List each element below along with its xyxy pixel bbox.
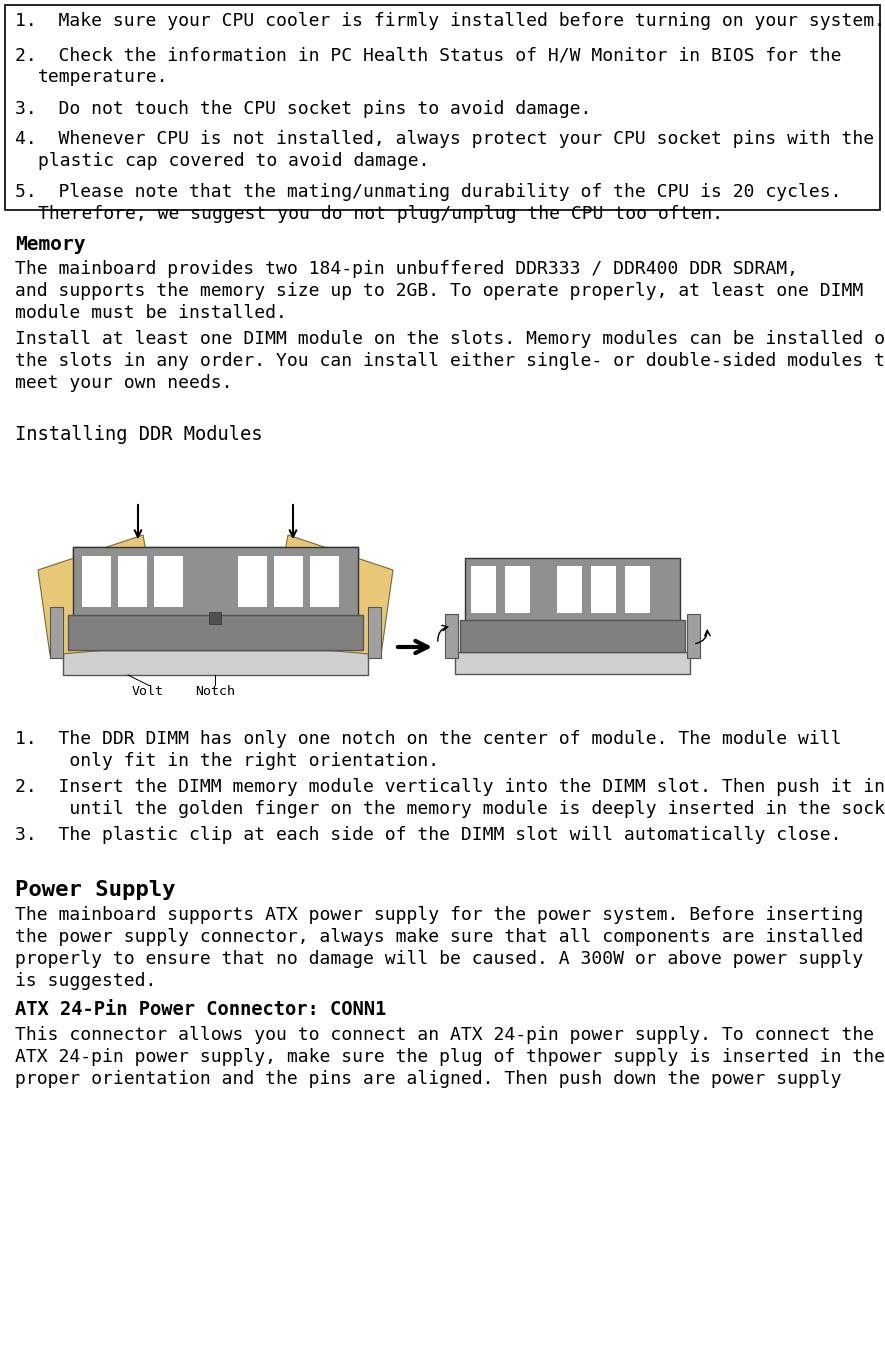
Text: and supports the memory size up to 2GB. To operate properly, at least one DIMM: and supports the memory size up to 2GB. … (15, 282, 863, 301)
Polygon shape (38, 534, 163, 656)
Text: 3.  Do not touch the CPU socket pins to avoid damage.: 3. Do not touch the CPU socket pins to a… (15, 101, 591, 118)
Bar (624, 564, 650, 613)
Text: Volt: Volt (132, 685, 164, 698)
Bar (237, 555, 267, 607)
Bar (68, 615, 363, 650)
Bar (50, 607, 63, 658)
Text: Notch: Notch (195, 685, 235, 698)
Text: module must be installed.: module must be installed. (15, 305, 287, 322)
Bar (117, 555, 147, 607)
Text: Power Supply: Power Supply (15, 880, 175, 900)
Bar (556, 564, 582, 613)
Text: only fit in the right orientation.: only fit in the right orientation. (15, 752, 439, 770)
Text: 2.  Check the information in PC Health Status of H/W Monitor in BIOS for the: 2. Check the information in PC Health St… (15, 46, 842, 64)
Text: properly to ensure that no damage will be caused. A 300W or above power supply: properly to ensure that no damage will b… (15, 951, 863, 968)
Bar (445, 613, 458, 658)
Bar (209, 612, 221, 624)
Bar (68, 615, 363, 650)
Text: 1.  The DDR DIMM has only one notch on the center of module. The module will: 1. The DDR DIMM has only one notch on th… (15, 730, 842, 748)
Bar (465, 558, 680, 626)
Text: 5.  Please note that the mating/unmating durability of the CPU is 20 cycles.: 5. Please note that the mating/unmating … (15, 184, 842, 201)
Text: 3.  The plastic clip at each side of the DIMM slot will automatically close.: 3. The plastic clip at each side of the … (15, 826, 842, 845)
Text: This connector allows you to connect an ATX 24-pin power supply. To connect the: This connector allows you to connect an … (15, 1025, 874, 1044)
Text: proper orientation and the pins are aligned. Then push down the power supply: proper orientation and the pins are alig… (15, 1070, 842, 1088)
Text: The mainboard provides two 184-pin unbuffered DDR333 / DDR400 DDR SDRAM,: The mainboard provides two 184-pin unbuf… (15, 260, 798, 277)
Bar (273, 555, 303, 607)
Bar (504, 564, 530, 613)
Text: ATX 24-pin power supply, make sure the plug of thpower supply is inserted in the: ATX 24-pin power supply, make sure the p… (15, 1049, 885, 1066)
Bar (309, 555, 339, 607)
Text: Install at least one DIMM module on the slots. Memory modules can be installed o: Install at least one DIMM module on the … (15, 330, 885, 348)
Bar (73, 547, 358, 622)
Text: the power supply connector, always make sure that all components are installed: the power supply connector, always make … (15, 928, 863, 947)
Text: plastic cap covered to avoid damage.: plastic cap covered to avoid damage. (38, 152, 429, 170)
Bar (460, 620, 685, 651)
Text: is suggested.: is suggested. (15, 972, 157, 990)
Text: 1.  Make sure your CPU cooler is firmly installed before turning on your system.: 1. Make sure your CPU cooler is firmly i… (15, 12, 885, 30)
Bar (81, 555, 111, 607)
Bar (63, 650, 368, 675)
Text: Installing DDR Modules: Installing DDR Modules (15, 424, 263, 443)
Text: Memory: Memory (15, 235, 86, 254)
Bar (117, 555, 147, 607)
Bar (5, 5, 880, 209)
Text: 4.  Whenever CPU is not installed, always protect your CPU socket pins with the: 4. Whenever CPU is not installed, always… (15, 131, 874, 148)
Bar (237, 555, 267, 607)
Bar (590, 564, 616, 613)
Bar (273, 555, 303, 607)
Bar (209, 612, 221, 624)
Text: Therefore, we suggest you do not plug/unplug the CPU too often.: Therefore, we suggest you do not plug/un… (38, 205, 723, 223)
Bar (153, 555, 183, 607)
Bar (73, 547, 358, 622)
Text: ATX 24-Pin Power Connector: CONN1: ATX 24-Pin Power Connector: CONN1 (15, 1000, 386, 1019)
Bar (368, 607, 381, 658)
Text: temperature.: temperature. (38, 68, 168, 86)
Text: 2.  Insert the DIMM memory module vertically into the DIMM slot. Then push it in: 2. Insert the DIMM memory module vertica… (15, 778, 885, 796)
Text: the slots in any order. You can install either single- or double-sided modules t: the slots in any order. You can install … (15, 352, 885, 370)
Text: The mainboard supports ATX power supply for the power system. Before inserting: The mainboard supports ATX power supply … (15, 906, 863, 923)
Polygon shape (268, 534, 393, 656)
Bar (81, 555, 111, 607)
Bar (153, 555, 183, 607)
Text: meet your own needs.: meet your own needs. (15, 374, 233, 392)
Bar (309, 555, 339, 607)
Bar (455, 651, 690, 675)
Text: until the golden finger on the memory module is deeply inserted in the socket.: until the golden finger on the memory mo… (15, 800, 885, 817)
Bar (687, 613, 700, 658)
Bar (470, 564, 496, 613)
